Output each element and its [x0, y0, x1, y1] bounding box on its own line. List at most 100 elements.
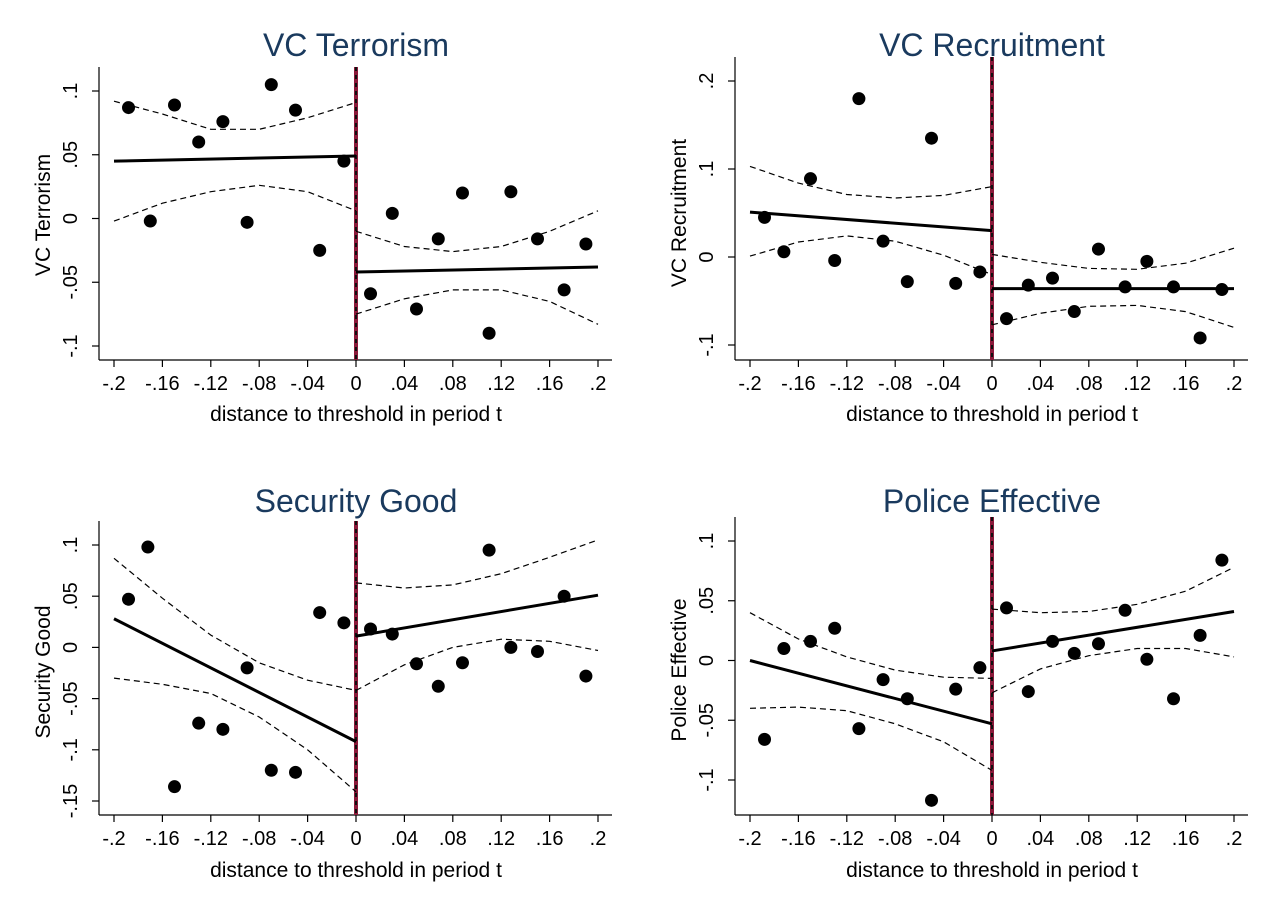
ci-upper-left: [749, 612, 993, 679]
data-point: [122, 101, 136, 115]
y-tick-label: .2: [696, 73, 718, 90]
data-point: [504, 185, 518, 199]
x-tick-label: -.16: [781, 828, 815, 850]
panel-vc-recruitment: VC Recruitment distance to threshold in …: [668, 27, 1248, 426]
ci-upper-right: [991, 247, 1235, 270]
x-tick-label: .08: [439, 373, 467, 395]
data-point: [385, 627, 399, 641]
data-point: [1000, 312, 1014, 326]
x-tick-label: .16: [1172, 828, 1200, 850]
data-point: [557, 283, 571, 297]
data-point: [216, 722, 230, 736]
data-point: [313, 606, 327, 620]
x-tick-label: .12: [487, 373, 515, 395]
x-tick-label: .04: [1026, 828, 1054, 850]
data-point: [1118, 603, 1132, 617]
data-point: [504, 640, 518, 654]
plot-area: -.2 -.16 -.12 -.08 -.04 0 .04 .08 .12 .16 .2 -.15 -.…: [60, 521, 612, 850]
data-point: [828, 621, 842, 635]
x-axis-label: distance to threshold in period t: [846, 403, 1138, 426]
data-point: [431, 679, 445, 693]
data-point: [925, 793, 938, 807]
panel-title: VC Terrorism: [263, 27, 449, 63]
data-point: [1215, 283, 1229, 297]
x-tick-label: .2: [1226, 828, 1243, 850]
x-tick-label: .08: [1075, 828, 1103, 850]
data-point: [141, 540, 155, 554]
ci-lower-right: [991, 304, 1235, 328]
data-point: [143, 214, 157, 228]
x-tick-label: .04: [390, 828, 418, 850]
panel-vc-terrorism: VC Terrorism distance to threshold in pe…: [32, 27, 612, 426]
data-point: [1021, 685, 1035, 699]
x-tick-label: .12: [1123, 373, 1151, 395]
data-point: [410, 657, 423, 671]
data-point: [337, 154, 351, 168]
x-tick-label: -.04: [926, 828, 960, 850]
data-point: [289, 103, 302, 117]
y-tick-label: .1: [696, 533, 718, 550]
ci-lower-right: [355, 289, 599, 325]
panel-police-effective: Police Effective distance to threshold i…: [668, 483, 1248, 882]
ci-upper-right: [991, 566, 1235, 614]
x-tick-label: .08: [1075, 373, 1103, 395]
x-tick-label: -.04: [290, 373, 324, 395]
data-point: [1046, 271, 1059, 285]
data-point: [1215, 553, 1229, 567]
data-point: [1140, 254, 1154, 268]
y-tick-label: -.1: [60, 334, 82, 357]
plot-area: -.2 -.16 -.12 -.08 -.04 0 .04 .08 .12 .16 .2 -.1 -.0…: [696, 517, 1248, 850]
y-tick-label: 0: [696, 251, 718, 262]
ci-upper-right: [355, 539, 599, 589]
data-point: [804, 634, 817, 648]
ci-lower-right: [355, 638, 599, 691]
data-point: [313, 243, 327, 257]
x-tick-label: -.2: [102, 373, 125, 395]
x-tick-label: .2: [590, 373, 607, 395]
x-axis-label: distance to threshold in period t: [210, 859, 502, 882]
data-point: [455, 656, 469, 670]
x-tick-label: -.2: [738, 828, 761, 850]
y-tick-label: -.1: [60, 738, 82, 761]
x-tick-label: .04: [390, 373, 418, 395]
x-axis-label: distance to threshold in period t: [846, 859, 1138, 882]
y-tick-label: .05: [60, 141, 82, 169]
data-point: [777, 245, 791, 259]
fit-line-left: [113, 617, 357, 743]
plot-area: -.2 -.16 -.12 -.08 -.04 0 .04 .08 .12 .16 .2 -.1 0 .1…: [696, 57, 1248, 395]
x-tick-label: -.16: [145, 828, 179, 850]
data-point: [949, 276, 963, 290]
data-point: [1193, 331, 1207, 345]
y-tick-label: -.05: [696, 703, 718, 737]
data-point: [900, 275, 914, 289]
ci-lower-left: [113, 677, 357, 793]
x-tick-label: -.08: [242, 373, 276, 395]
data-point: [1167, 692, 1180, 706]
x-tick-label: -.08: [878, 373, 912, 395]
y-tick-label: 0: [60, 213, 82, 224]
y-tick-label: 0: [60, 642, 82, 653]
x-tick-label: -.08: [242, 828, 276, 850]
data-point: [455, 186, 469, 200]
fit-line-left: [749, 659, 993, 726]
data-point: [1021, 278, 1035, 292]
fit-line-left: [113, 154, 357, 163]
ci-lower-left: [749, 706, 993, 771]
plot-area: -.2 -.16 -.12 -.08 -.04 0 .04 .08 .12 .16 .2 -.1 -.0…: [60, 67, 612, 395]
data-point: [192, 716, 206, 730]
data-point: [804, 172, 817, 186]
y-tick-label: .05: [60, 582, 82, 610]
data-point: [1067, 305, 1081, 319]
data-point: [1067, 646, 1081, 660]
x-tick-label: -.12: [194, 828, 228, 850]
ci-lower-right: [991, 647, 1235, 694]
x-tick-label: .12: [1123, 828, 1151, 850]
y-tick-label: .1: [60, 83, 82, 100]
y-tick-label: -.1: [696, 768, 718, 791]
data-point: [973, 661, 987, 675]
data-point: [482, 543, 496, 557]
data-point: [1046, 634, 1059, 648]
data-point: [1140, 652, 1154, 666]
